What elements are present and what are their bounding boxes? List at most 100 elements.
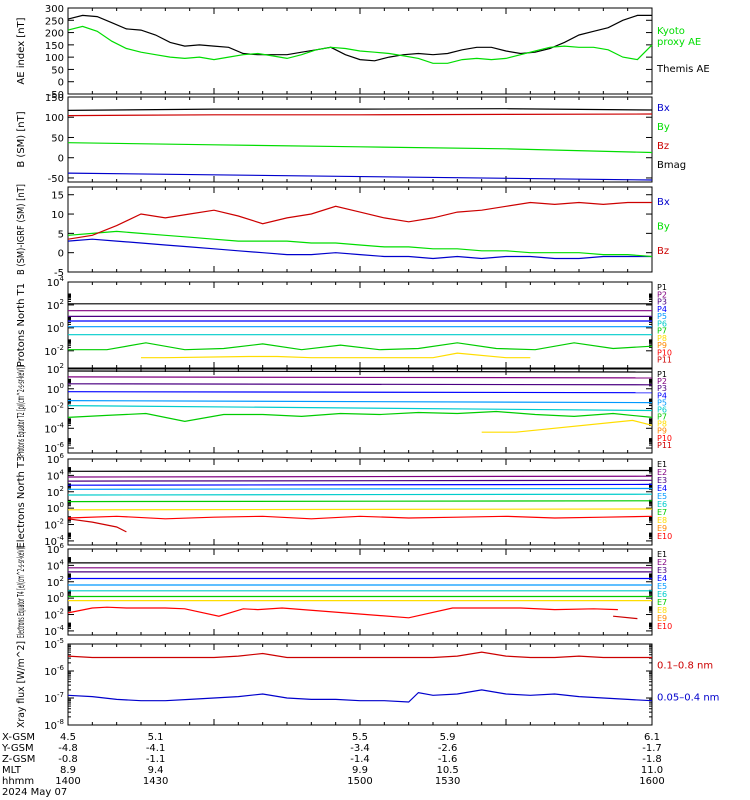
y-tick-label: 10-2 (44, 518, 64, 532)
legend-entry: P10 (657, 348, 672, 357)
y-tick-label: 250 (45, 16, 64, 27)
y-tick-label: 100 (47, 382, 64, 396)
plot-date: 2024 May 07 (2, 787, 67, 798)
y-axis-label-ee: Electrons Equator T4 [e/(cm^2-s-sr-keV)] (16, 546, 27, 638)
y-axis-label-xray: Xray flux [W/m^2] (16, 641, 27, 728)
ephemeris-value: -1.8 (642, 754, 662, 765)
legend-entry: E9 (657, 524, 667, 533)
y-tick-label: 100 (45, 113, 64, 124)
y-tick-label: 10-4 (44, 534, 64, 548)
y-tick-label: 104 (47, 468, 65, 482)
legend-entry: E1 (657, 550, 667, 559)
y-tick-label: 106 (47, 542, 65, 556)
legend-entry: P1 (657, 370, 667, 379)
legend-entry: P10 (657, 434, 672, 443)
legend-entry: proxy AE (657, 37, 701, 48)
y-axis-label-en: Electrons North T3 (16, 455, 27, 548)
legend-entry: E8 (657, 606, 667, 615)
y-tick-label: 10-4 (44, 624, 64, 638)
legend-entry: P5 (657, 312, 667, 321)
legend-entry: Bx (657, 103, 670, 114)
legend-entry: E3 (657, 476, 667, 485)
y-tick-label: 200 (45, 29, 64, 40)
y-tick-label: 0 (58, 154, 64, 165)
panel-frame-xray (67, 643, 653, 726)
legend-entry: E1 (657, 460, 667, 469)
series-line-en-E7 (67, 500, 653, 503)
legend-entry: Bmag (657, 160, 686, 171)
legend-entry: P8 (657, 334, 667, 343)
series-line-xray-0-1-0-8-nm (67, 651, 652, 659)
y-tick-label: 10-6 (44, 664, 64, 678)
series-line-bsm-By (67, 142, 653, 154)
y-axis-label-bigrf: B (SM)-IGRF (SM) [nT] (16, 184, 27, 275)
series-line-pe-P6 (67, 405, 653, 412)
y-tick-label: -50 (48, 90, 64, 101)
y-tick-label: 0 (58, 78, 64, 89)
y-tick-label: 5 (58, 229, 64, 240)
y-tick-label: 102 (47, 298, 64, 312)
legend-entry: P11 (657, 356, 672, 365)
series-line-pe-P4 (67, 391, 653, 394)
legend-entry: Bz (657, 246, 669, 257)
ephemeris-value: 10.5 (436, 765, 458, 776)
legend-entry: By (657, 122, 670, 133)
legend-entry: P11 (657, 441, 672, 450)
series-line-ee-E9 (67, 606, 618, 619)
ephemeris-value: -1.7 (642, 743, 662, 754)
legend-entry: P9 (657, 341, 667, 350)
legend-entry: E2 (657, 468, 667, 477)
y-tick-label: -5 (54, 268, 64, 279)
legend-entry: E8 (657, 516, 667, 525)
series-line-pn-P7 (68, 342, 653, 351)
ephemeris-row-label: Y-GSM (1, 743, 34, 754)
legend-entry: P2 (657, 290, 667, 299)
series-line-en-E1 (67, 469, 653, 472)
series-line-pe-P3 (67, 383, 653, 386)
y-tick-label: 10-6 (44, 441, 64, 455)
y-tick-label: 10-4 (44, 421, 64, 435)
ephemeris-value: 1530 (435, 776, 460, 787)
legend-entry: E2 (657, 558, 667, 567)
y-tick-label: 10-7 (44, 691, 64, 705)
y-axis-label-ae: AE index [nT] (16, 17, 27, 84)
legend-entry: E7 (657, 598, 667, 607)
y-tick-label: 100 (47, 501, 64, 515)
y-tick-label: 104 (47, 558, 65, 572)
y-axis-label-bsm: B (SM) [nT] (16, 111, 27, 167)
y-tick-label: 10-8 (44, 718, 64, 732)
series-line-en-E3 (67, 479, 653, 482)
ephemeris-row-label: MLT (2, 765, 22, 776)
ephemeris-row-label: hhmm (2, 776, 34, 787)
y-tick-label: 102 (47, 575, 64, 589)
legend-entry: Bx (657, 197, 670, 208)
y-tick-label: 50 (51, 65, 64, 76)
y-tick-label: 150 (45, 41, 64, 52)
legend-entry: E6 (657, 500, 667, 509)
panel-frame-ee (67, 548, 653, 636)
series-line-pe-P8 (481, 419, 653, 433)
legend-entry: P4 (657, 305, 667, 314)
series-line-en-E5 (67, 487, 653, 490)
series-line-pe-P1 (67, 370, 653, 373)
legend-entry: P6 (657, 319, 667, 328)
legend-entry: P2 (657, 377, 667, 386)
legend-entry: E7 (657, 508, 667, 517)
ephemeris-row-label: Z-GSM (2, 754, 35, 765)
series-line-ee-E10 (613, 615, 638, 620)
y-tick-label: 10-5 (44, 637, 64, 651)
legend-entry: E3 (657, 566, 667, 575)
panel-frame-pn (67, 281, 653, 369)
legend-entry: P8 (657, 420, 667, 429)
y-tick-label: 300 (45, 4, 64, 15)
legend-entry: E4 (657, 484, 667, 493)
legend-entry: Bz (657, 141, 669, 152)
ephemeris-value: 1500 (347, 776, 372, 787)
ephemeris-value: 6.1 (644, 732, 660, 743)
panel-frame-pe (67, 368, 653, 454)
legend-entry: P9 (657, 427, 667, 436)
series-line-pn-P8 (141, 352, 531, 359)
ephemeris-value: 4.5 (60, 732, 76, 743)
